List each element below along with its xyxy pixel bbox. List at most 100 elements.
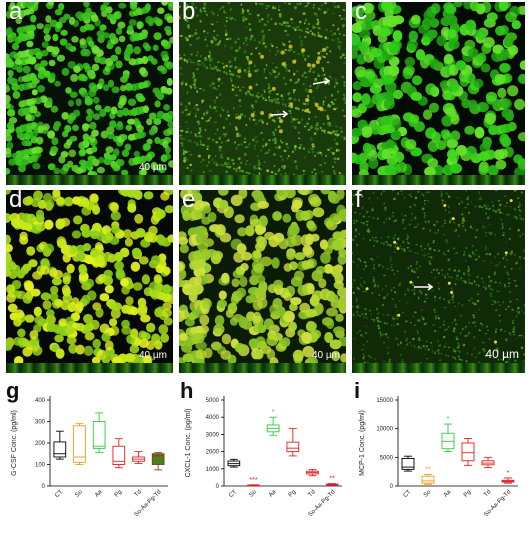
x-tick-label-i-3: Pg (463, 489, 472, 498)
box-h-0 (227, 458, 241, 468)
box-body-g-1 (73, 425, 86, 463)
scale-bar-label-f: 40 µm (485, 347, 519, 361)
x-tick-label-i-4: Td (483, 489, 492, 498)
y-tick-label-h-1: 1000 (206, 467, 220, 473)
x-tick-label-h-4: Td (308, 489, 317, 498)
x-tick-label-g-2: Aa (94, 489, 104, 499)
box-body-g-5 (151, 453, 165, 465)
y-tick-label-h-2: 2000 (206, 450, 220, 456)
box-g-1 (73, 423, 86, 465)
x-tick-label-g-0: CT (54, 489, 64, 499)
box-body-i-3 (461, 442, 475, 462)
y-tick-label-g-0: 0 (42, 484, 46, 490)
x-tick-label-i-0: CT (403, 489, 413, 499)
y-axis-title-i: MCP-1 Conc. (pg/ml) (359, 410, 366, 476)
chart-label-g: g (6, 378, 20, 403)
x-tick-label-i-2: Aa (443, 489, 453, 499)
arrow-b-lower (270, 110, 289, 118)
x-tick-label-g-1: So (74, 489, 84, 499)
x-tick-label-h-2: Aa (268, 489, 278, 499)
z-strip-e (179, 363, 346, 373)
y-tick-label-h-4: 4000 (206, 415, 220, 421)
micrograph-f (352, 190, 525, 363)
panel-e: e 40 µm (179, 190, 346, 373)
z-strip-c (352, 175, 525, 185)
chart-i: i MCP-1 Conc. (pg/ml) 0 5000 10000 15000 CT **… (354, 378, 526, 546)
significance-i-1: ** (425, 467, 431, 474)
box-i-3 (461, 437, 475, 466)
panel-f: f 40 µm (352, 190, 525, 373)
z-strip-f (352, 363, 525, 373)
boxplot-i: MCP-1 Conc. (pg/ml)050001000015000CT**So… (359, 396, 518, 518)
panel-label-a: a (9, 2, 23, 25)
micrograph-d (6, 190, 173, 363)
x-tick-label-g-4: Td (134, 489, 143, 498)
box-i-1 (421, 474, 435, 485)
panel-c: c (352, 2, 525, 185)
significance-i-5: * (507, 470, 510, 477)
box-body-h-3 (286, 441, 300, 453)
panel-label-b: b (182, 2, 196, 25)
chart-h: h CXCL-1 Conc. (pg/ml) 0 1000 2000 3000 4000 5… (180, 378, 350, 546)
micrograph-e (179, 190, 346, 363)
boxplot-h: CXCL-1 Conc. (pg/ml) 0 1000 2000 3000 4000 500… (185, 396, 342, 518)
z-strip-a (6, 175, 173, 185)
box-i-0 (401, 455, 415, 472)
boxplot-g: G-CSF Conc. (pg/ml) 0 100 200 300 400 CT So Aa Pg… (11, 396, 168, 518)
panel-d: d 40 µm (6, 190, 173, 373)
box-g-4 (132, 451, 145, 464)
micrograph-a (6, 2, 173, 175)
chart-label-h: h (180, 378, 194, 403)
significance-h-5: ** (329, 476, 335, 483)
box-h-3 (286, 427, 300, 457)
x-tick-label-h-3: Pg (288, 489, 297, 498)
significance-h-2: * (272, 409, 275, 416)
panel-b: b (179, 2, 346, 185)
y-tick-label-h-0: 0 (216, 484, 220, 490)
significance-h-1: *** (249, 477, 257, 484)
scale-bar-label-a: 40 µm (139, 162, 167, 173)
micrograph-c (352, 2, 525, 175)
box-g-0 (53, 430, 67, 460)
y-tick-label-g-4: 400 (35, 398, 46, 404)
box-g-2 (92, 412, 106, 454)
box-g-3 (112, 438, 126, 469)
box-h-2 (266, 416, 280, 436)
box-body-i-1 (421, 475, 435, 484)
scale-bar-label-e: 40 µm (312, 350, 340, 361)
y-axis-title-g: G-CSF Conc. (pg/ml) (11, 410, 18, 476)
panel-label-d: d (9, 190, 23, 213)
significance-i-2: * (447, 416, 450, 423)
chart-label-i: i (354, 378, 361, 403)
y-tick-label-i-1: 5000 (380, 455, 394, 461)
scale-bar-label-d: 40 µm (139, 350, 167, 361)
arrow-b-upper (312, 77, 331, 85)
box-i-4 (481, 456, 495, 469)
box-h-1 (247, 484, 260, 487)
panel-label-e: e (182, 190, 196, 213)
y-tick-label-g-3: 300 (35, 420, 46, 426)
y-tick-label-g-2: 200 (35, 441, 46, 447)
y-tick-label-i-0: 0 (390, 484, 394, 490)
box-body-g-2 (92, 421, 106, 449)
y-axis-title-h: CXCL-1 Conc. (pg/ml) (185, 409, 192, 478)
panel-label-f: f (355, 190, 362, 213)
box-h-5 (325, 483, 339, 486)
box-i-5 (501, 477, 515, 484)
micrograph-b (179, 2, 346, 175)
box-body-g-3 (112, 445, 126, 465)
arrow-f (414, 283, 434, 291)
box-i-2 (441, 423, 455, 453)
panel-a: a 40 µm (6, 2, 173, 185)
box-body-i-0 (401, 458, 415, 470)
x-tick-label-h-0: CT (228, 489, 238, 499)
z-strip-d (6, 363, 173, 373)
z-strip-b (179, 175, 346, 185)
box-h-4 (306, 469, 319, 477)
box-g-5 (151, 452, 165, 471)
y-tick-label-i-3: 15000 (376, 398, 393, 404)
x-tick-label-i-1: So (423, 489, 433, 499)
box-body-g-0 (53, 441, 67, 458)
x-tick-label-h-1: So (248, 489, 258, 499)
y-tick-label-h-3: 3000 (206, 432, 220, 438)
